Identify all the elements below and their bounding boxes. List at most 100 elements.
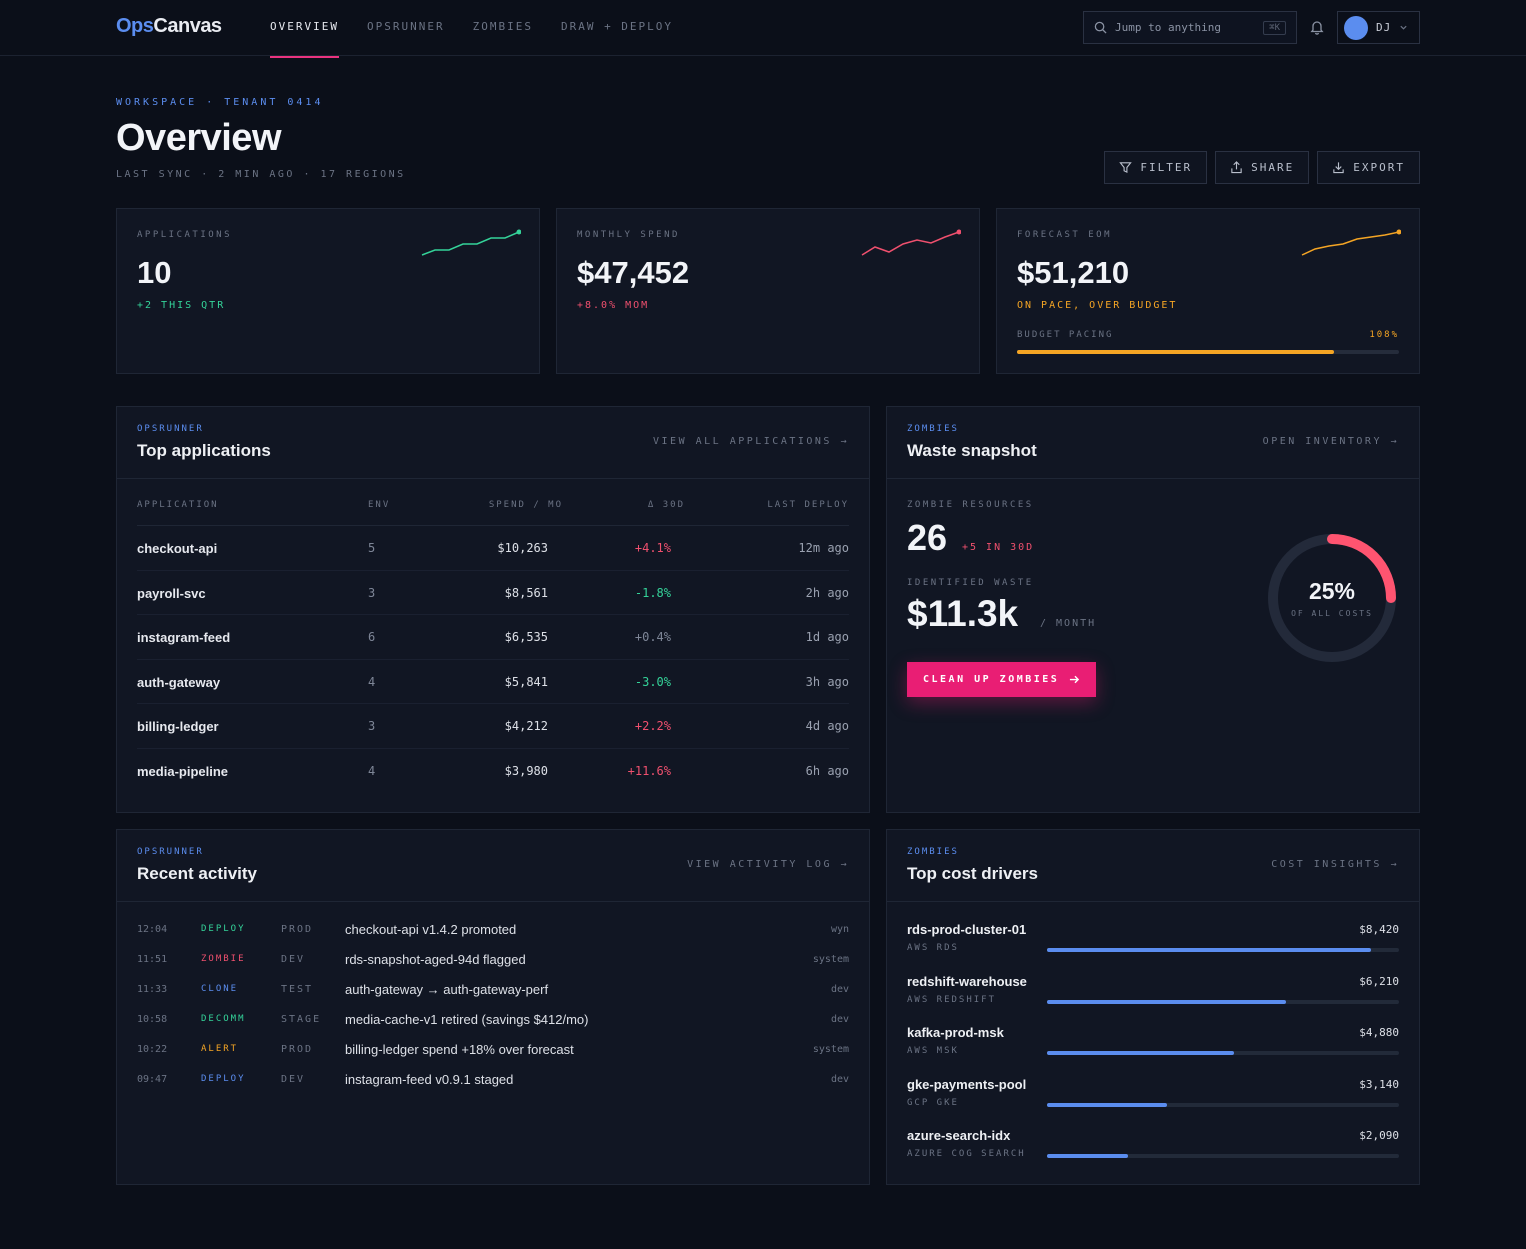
activity-actor: system xyxy=(812,954,849,965)
app-delta: +0.4% xyxy=(634,630,671,645)
col-env[interactable]: ENV xyxy=(368,500,391,510)
nav-zombies[interactable]: ZOMBIES xyxy=(472,20,533,33)
list-item[interactable]: redshift-warehouse $6,210 AWS REDSHIFT xyxy=(907,974,1399,1026)
activity-message: instagram-feed v0.9.1 staged xyxy=(345,1072,514,1087)
app-spend: $4,212 xyxy=(504,719,548,734)
open-inventory-link[interactable]: OPEN INVENTORY → xyxy=(1262,436,1399,447)
app-env-count: 5 xyxy=(368,541,376,555)
driver-name[interactable]: kafka-prod-msk xyxy=(907,1025,1004,1041)
kpi-monthly-spend: MONTHLY SPEND $47,452 +8.0% MOM xyxy=(556,208,980,374)
kpi-label: FORECAST EOM xyxy=(1017,230,1113,240)
avatar xyxy=(1344,15,1368,40)
bell-icon[interactable] xyxy=(1309,19,1325,35)
activity-type: CLONE xyxy=(201,984,239,994)
driver-name[interactable]: azure-search-idx xyxy=(907,1128,1011,1144)
driver-bar-track xyxy=(1047,1154,1399,1159)
filter-label: FILTER xyxy=(1140,161,1193,174)
clean-up-zombies-button[interactable]: CLEAN UP ZOMBIES xyxy=(907,662,1097,697)
export-label: EXPORT xyxy=(1353,161,1405,174)
recent-activity-panel: OPSRUNNER Recent activity VIEW ACTIVITY … xyxy=(116,829,870,1185)
user-menu[interactable]: DJ xyxy=(1337,11,1420,44)
filter-button[interactable]: FILTER xyxy=(1104,151,1208,184)
driver-name[interactable]: gke-payments-pool xyxy=(907,1076,1027,1092)
list-item[interactable]: azure-search-idx $2,090 AZURE COG SEARCH xyxy=(907,1128,1399,1180)
search-input[interactable] xyxy=(1115,21,1245,34)
page-title: Overview xyxy=(116,117,282,159)
sparkline-spend xyxy=(861,229,961,256)
table-row[interactable]: instagram-feed 6 $6,535 +0.4% 1d ago xyxy=(137,615,849,660)
view-activity-log-link[interactable]: VIEW ACTIVITY LOG → xyxy=(687,859,849,870)
applications-table: APPLICATION ENV SPEND / MO Δ 30D LAST DE… xyxy=(137,479,849,794)
activity-actor: wyn xyxy=(830,924,849,935)
top-bar: OpsCanvas OVERVIEW OPSRUNNER ZOMBIES DRA… xyxy=(0,0,1526,58)
activity-type: DEPLOY xyxy=(201,1074,246,1084)
list-item[interactable]: 11:33 CLONE TEST auth-gateway → auth-gatewa… xyxy=(137,982,849,1012)
arrow-right-icon xyxy=(1070,675,1080,684)
panel-header: ZOMBIES Top cost drivers COST INSIGHTS → xyxy=(887,830,1419,902)
list-item[interactable]: rds-prod-cluster-01 $8,420 AWS RDS xyxy=(907,922,1399,974)
list-item[interactable]: 11:51 ZOMBIE DEV rds-snapshot-aged-94d flag… xyxy=(137,952,849,982)
list-item[interactable]: 09:47 DEPLOY DEV instagram-feed v0.9.1 stag… xyxy=(137,1072,849,1102)
activity-message: media-cache-v1 retired (savings $412/mo) xyxy=(345,1012,589,1027)
share-button[interactable]: SHARE xyxy=(1215,151,1310,184)
zombie-resources-delta: +5 IN 30D xyxy=(962,542,1035,553)
driver-bar-fill xyxy=(1047,1154,1128,1159)
driver-service: AZURE COG SEARCH xyxy=(907,1149,1026,1160)
app-name[interactable]: payroll-svc xyxy=(137,585,206,601)
kpi-label: MONTHLY SPEND xyxy=(577,230,680,240)
table-row[interactable]: checkout-api 5 $10,263 +4.1% 12m ago xyxy=(137,526,849,571)
kpi-value: $51,210 xyxy=(1017,255,1130,290)
app-last-deploy: 1d ago xyxy=(805,630,849,645)
app-name[interactable]: auth-gateway xyxy=(137,674,221,690)
driver-bar-track xyxy=(1047,1102,1399,1107)
kpi-delta: +8.0% MOM xyxy=(577,300,650,311)
driver-service: AWS REDSHIFT xyxy=(907,994,997,1005)
list-item[interactable]: kafka-prod-msk $4,880 AWS MSK xyxy=(907,1025,1399,1077)
driver-bar-fill xyxy=(1047,999,1287,1004)
app-name[interactable]: media-pipeline xyxy=(137,763,229,779)
view-all-applications-link[interactable]: VIEW ALL APPLICATIONS → xyxy=(653,436,849,447)
activity-env: STAGE xyxy=(281,1014,322,1025)
cost-insights-link[interactable]: COST INSIGHTS → xyxy=(1271,859,1399,870)
list-item[interactable]: gke-payments-pool $3,140 GCP GKE xyxy=(907,1077,1399,1129)
sparkline-applications xyxy=(421,229,521,256)
workspace-eyebrow: WORKSPACE · TENANT 0414 xyxy=(116,97,324,108)
panel-title: Waste snapshot xyxy=(907,441,1037,460)
col-last-deploy[interactable]: LAST DEPLOY xyxy=(767,500,849,510)
list-item[interactable]: 12:04 DEPLOY PROD checkout-api v1.4.2 promo… xyxy=(137,922,849,952)
table-row[interactable]: payroll-svc 3 $8,561 -1.8% 2h ago xyxy=(137,571,849,616)
zombie-resources-value: 26 xyxy=(907,517,948,558)
nav-overview[interactable]: OVERVIEW xyxy=(270,0,339,58)
table-row[interactable]: billing-ledger 3 $4,212 +2.2% 4d ago xyxy=(137,704,849,749)
pacing-track xyxy=(1017,350,1399,354)
driver-cost: $2,090 xyxy=(1359,1129,1399,1143)
kpi-forecast: FORECAST EOM $51,210 ON PACE, OVER BUDGE… xyxy=(996,208,1420,374)
col-application[interactable]: APPLICATION xyxy=(137,500,219,510)
list-item[interactable]: 10:22 ALERT PROD billing-ledger spend +18% … xyxy=(137,1042,849,1072)
app-logo[interactable]: OpsCanvas xyxy=(116,15,222,37)
kpi-value: 10 xyxy=(137,255,172,290)
nav-opsrunner[interactable]: OPSRUNNER xyxy=(366,20,445,33)
col-delta[interactable]: Δ 30D xyxy=(647,500,685,510)
driver-name[interactable]: redshift-warehouse xyxy=(907,973,1027,989)
activity-env: TEST xyxy=(281,984,314,995)
driver-bar-fill xyxy=(1047,948,1371,952)
list-item[interactable]: 10:58 DECOMM STAGE media-cache-v1 retired (… xyxy=(137,1012,849,1042)
activity-actor: system xyxy=(812,1044,849,1055)
waste-snapshot-panel: ZOMBIES Waste snapshot OPEN INVENTORY → … xyxy=(886,406,1420,813)
col-spend[interactable]: SPEND / MO xyxy=(488,500,563,510)
table-row[interactable]: media-pipeline 4 $3,980 +11.6% 6h ago xyxy=(137,749,849,794)
search-box[interactable]: ⌘K xyxy=(1083,11,1297,44)
app-env-count: 6 xyxy=(368,630,376,645)
header-actions: FILTER SHARE EXPORT xyxy=(1104,151,1420,184)
table-row[interactable]: auth-gateway 4 $5,841 -3.0% 3h ago xyxy=(137,660,849,705)
driver-name[interactable]: rds-prod-cluster-01 xyxy=(907,922,1027,937)
app-name[interactable]: instagram-feed xyxy=(137,630,231,646)
driver-bar-fill xyxy=(1047,1051,1234,1056)
activity-type: ZOMBIE xyxy=(201,954,246,964)
app-name[interactable]: billing-ledger xyxy=(137,719,219,735)
export-button[interactable]: EXPORT xyxy=(1317,151,1420,184)
app-env-count: 3 xyxy=(368,585,376,600)
app-name[interactable]: checkout-api xyxy=(137,541,218,556)
nav-draw-deploy[interactable]: DRAW + DEPLOY xyxy=(560,20,674,33)
